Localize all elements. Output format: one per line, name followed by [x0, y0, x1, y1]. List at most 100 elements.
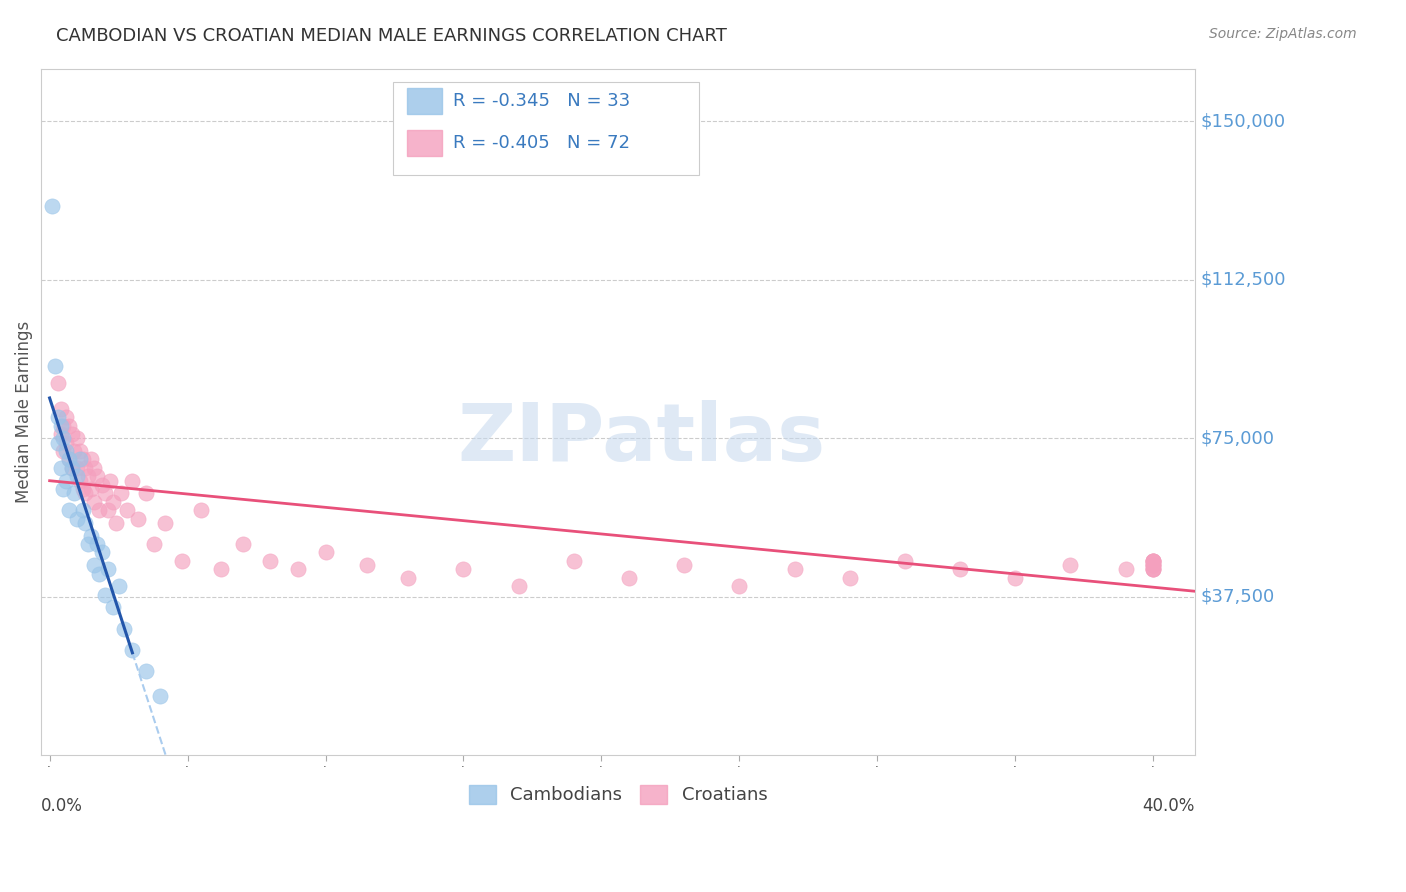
Point — [728, 579, 751, 593]
Point — [1142, 562, 1164, 576]
Point — [75, 461, 97, 475]
Point — [96, 562, 118, 576]
Point — [170, 554, 193, 568]
Point — [94, 486, 117, 500]
Text: 40.0%: 40.0% — [1142, 797, 1195, 814]
Point — [209, 562, 232, 576]
Point — [66, 431, 89, 445]
Point — [562, 554, 585, 568]
Text: $150,000: $150,000 — [1201, 112, 1285, 130]
Point — [1142, 554, 1164, 568]
Point — [75, 486, 97, 500]
Text: $37,500: $37,500 — [1201, 588, 1275, 606]
Point — [75, 516, 97, 530]
Text: CAMBODIAN VS CROATIAN MEDIAN MALE EARNINGS CORRELATION CHART: CAMBODIAN VS CROATIAN MEDIAN MALE EARNIN… — [56, 27, 727, 45]
Point — [77, 537, 100, 551]
Point — [86, 469, 108, 483]
Point — [58, 452, 80, 467]
Point — [1004, 571, 1026, 585]
Text: $112,500: $112,500 — [1201, 271, 1286, 289]
Point — [52, 482, 75, 496]
Point — [52, 418, 75, 433]
Point — [101, 495, 124, 509]
Point — [66, 511, 89, 525]
Point — [894, 554, 917, 568]
Point — [838, 571, 860, 585]
Point — [356, 558, 378, 573]
Point — [69, 444, 91, 458]
Point — [91, 478, 114, 492]
Point — [80, 482, 103, 496]
Point — [155, 516, 177, 530]
Point — [1115, 562, 1137, 576]
Point — [63, 486, 86, 500]
Point — [80, 452, 103, 467]
Point — [315, 545, 337, 559]
Point — [58, 452, 80, 467]
Point — [396, 571, 419, 585]
Point — [55, 410, 77, 425]
Point — [55, 435, 77, 450]
Point — [58, 418, 80, 433]
Point — [80, 528, 103, 542]
Point — [110, 486, 132, 500]
Point — [60, 461, 83, 475]
Point — [673, 558, 696, 573]
Point — [1142, 562, 1164, 576]
Point — [49, 401, 72, 416]
Point — [91, 545, 114, 559]
Point — [46, 435, 69, 450]
Point — [89, 566, 111, 581]
Point — [135, 664, 157, 678]
Point — [190, 503, 212, 517]
Point — [115, 503, 138, 517]
Point — [101, 600, 124, 615]
Legend: Cambodians, Croatians: Cambodians, Croatians — [461, 778, 775, 812]
Point — [1142, 558, 1164, 573]
Point — [104, 516, 127, 530]
Point — [232, 537, 254, 551]
Point — [1142, 554, 1164, 568]
Point — [112, 622, 135, 636]
Point — [143, 537, 166, 551]
Point — [89, 503, 111, 517]
Point — [41, 199, 63, 213]
Point — [77, 469, 100, 483]
Point — [49, 427, 72, 442]
Point — [49, 418, 72, 433]
Point — [83, 558, 105, 573]
Bar — [406, 87, 441, 114]
Point — [107, 579, 129, 593]
Point — [135, 486, 157, 500]
Point — [66, 469, 89, 483]
Point — [60, 427, 83, 442]
Point — [1142, 562, 1164, 576]
Bar — [406, 130, 441, 156]
Point — [949, 562, 972, 576]
Point — [83, 461, 105, 475]
Point — [508, 579, 530, 593]
Point — [46, 376, 69, 391]
Point — [72, 503, 94, 517]
Point — [149, 689, 172, 703]
Point — [52, 444, 75, 458]
Point — [127, 511, 149, 525]
Point — [55, 474, 77, 488]
Point — [44, 359, 66, 374]
Point — [98, 474, 121, 488]
Y-axis label: Median Male Earnings: Median Male Earnings — [15, 321, 32, 503]
Point — [1142, 558, 1164, 573]
FancyBboxPatch shape — [394, 82, 699, 175]
Point — [1142, 554, 1164, 568]
Point — [46, 410, 69, 425]
Text: 0.0%: 0.0% — [41, 797, 83, 814]
Point — [58, 503, 80, 517]
Text: $75,000: $75,000 — [1201, 429, 1274, 448]
Point — [66, 461, 89, 475]
Point — [83, 495, 105, 509]
Text: Source: ZipAtlas.com: Source: ZipAtlas.com — [1209, 27, 1357, 41]
Point — [1142, 558, 1164, 573]
Point — [453, 562, 475, 576]
Text: R = -0.345   N = 33: R = -0.345 N = 33 — [453, 92, 630, 110]
Text: ZIPatlas: ZIPatlas — [457, 401, 825, 478]
